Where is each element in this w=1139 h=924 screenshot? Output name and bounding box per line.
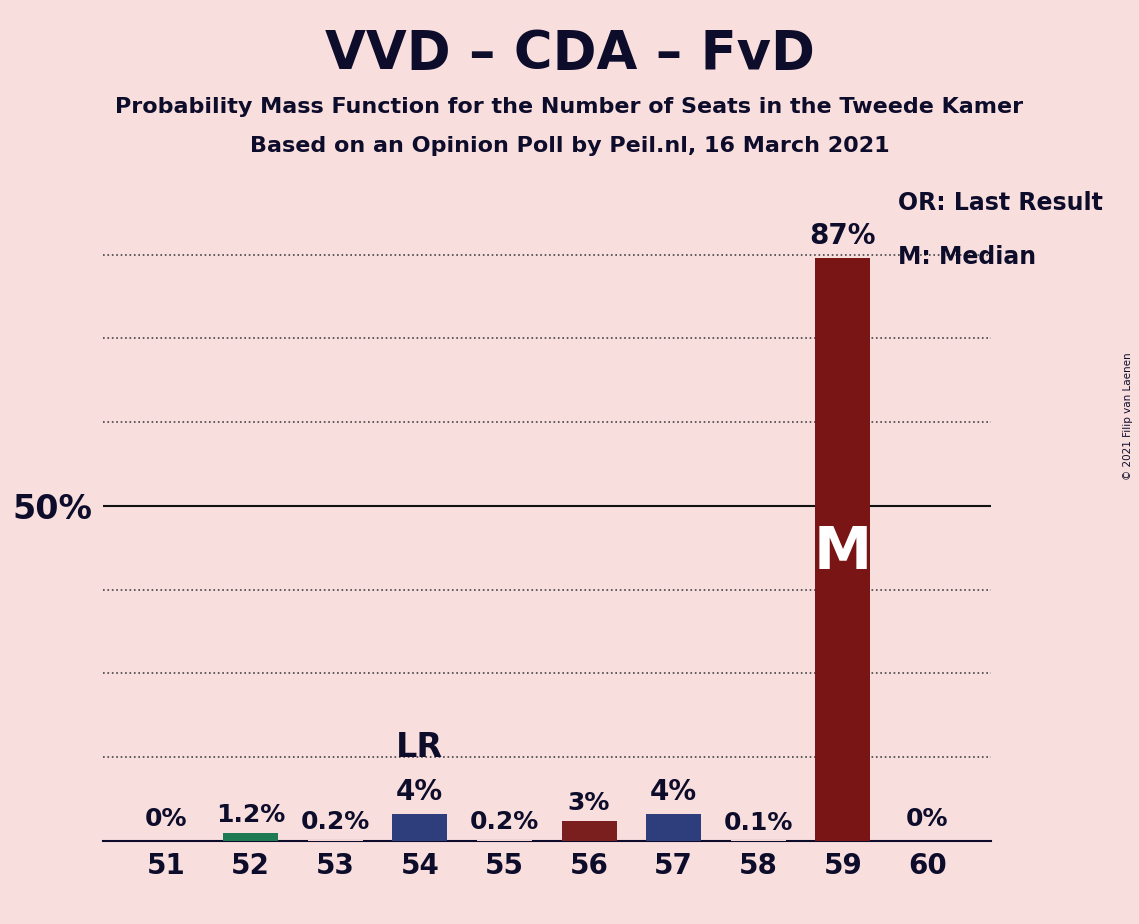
Text: © 2021 Filip van Laenen: © 2021 Filip van Laenen	[1123, 352, 1133, 480]
Text: 0%: 0%	[907, 807, 949, 831]
Text: 87%: 87%	[810, 222, 876, 250]
Text: M: M	[813, 524, 872, 581]
Bar	[816, 258, 870, 841]
Bar	[223, 833, 278, 841]
Bar	[646, 814, 702, 841]
Text: 1.2%: 1.2%	[216, 804, 285, 828]
Text: LR: LR	[396, 731, 443, 764]
Text: 0.2%: 0.2%	[469, 810, 539, 834]
Text: M: Median: M: Median	[898, 245, 1036, 269]
Bar	[308, 840, 362, 841]
Text: 3%: 3%	[568, 791, 611, 815]
Text: 0.2%: 0.2%	[301, 810, 370, 834]
Text: 0.1%: 0.1%	[723, 811, 793, 834]
Bar	[392, 814, 448, 841]
Bar	[562, 821, 616, 841]
Text: 4%: 4%	[650, 778, 697, 806]
Text: 0%: 0%	[145, 807, 187, 831]
Text: Probability Mass Function for the Number of Seats in the Tweede Kamer: Probability Mass Function for the Number…	[115, 97, 1024, 117]
Text: 4%: 4%	[396, 778, 443, 806]
Text: Based on an Opinion Poll by Peil.nl, 16 March 2021: Based on an Opinion Poll by Peil.nl, 16 …	[249, 136, 890, 156]
Bar	[477, 840, 532, 841]
Text: OR: Last Result: OR: Last Result	[898, 191, 1103, 215]
Text: VVD – CDA – FvD: VVD – CDA – FvD	[325, 28, 814, 79]
